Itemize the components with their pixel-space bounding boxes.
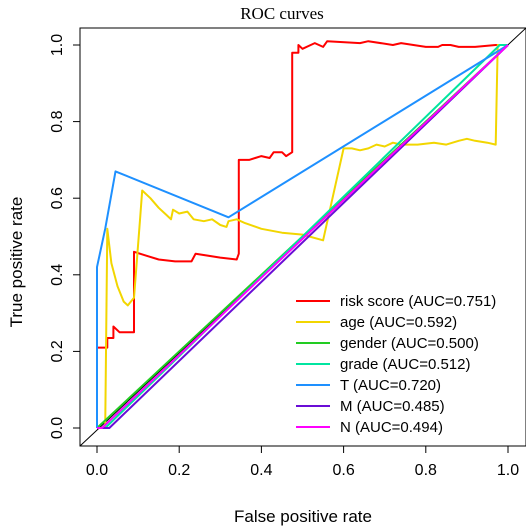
legend-label-3: grade (AUC=0.512) <box>340 356 471 373</box>
x-tick-label: 1.0 <box>497 462 519 479</box>
x-axis-label: False positive rate <box>234 507 372 526</box>
legend-label-2: gender (AUC=0.500) <box>340 335 479 352</box>
y-tick-label: 0.0 <box>49 417 66 439</box>
chart-title: ROC curves <box>240 4 324 23</box>
x-tick-label: 0.4 <box>250 462 272 479</box>
legend-label-0: risk score (AUC=0.751) <box>340 293 496 310</box>
legend-label-5: M (AUC=0.485) <box>340 398 445 415</box>
x-tick-label: 0.2 <box>168 462 190 479</box>
y-axis-label: True positive rate <box>7 197 26 328</box>
legend-label-6: N (AUC=0.494) <box>340 419 443 436</box>
series-line-4 <box>96 44 509 428</box>
series-line-1 <box>97 44 508 429</box>
legend: risk score (AUC=0.751) age (AUC=0.592) gen… <box>296 293 496 436</box>
y-tick-label: 1.0 <box>49 34 66 56</box>
plot-frame <box>79 27 526 447</box>
y-tick-label: 0.2 <box>49 340 66 362</box>
series-line-6 <box>97 44 509 429</box>
legend-label-1: age (AUC=0.592) <box>340 314 457 331</box>
x-tick-label: 0.6 <box>332 462 354 479</box>
y-tick-label: 0.6 <box>49 187 66 209</box>
x-tick-label: 0.8 <box>415 462 437 479</box>
y-tick-label: 0.4 <box>49 264 66 286</box>
x-tick-label: 0.0 <box>86 462 108 479</box>
legend-label-4: T (AUC=0.720) <box>340 377 441 394</box>
y-tick-label: 0.8 <box>49 110 66 132</box>
